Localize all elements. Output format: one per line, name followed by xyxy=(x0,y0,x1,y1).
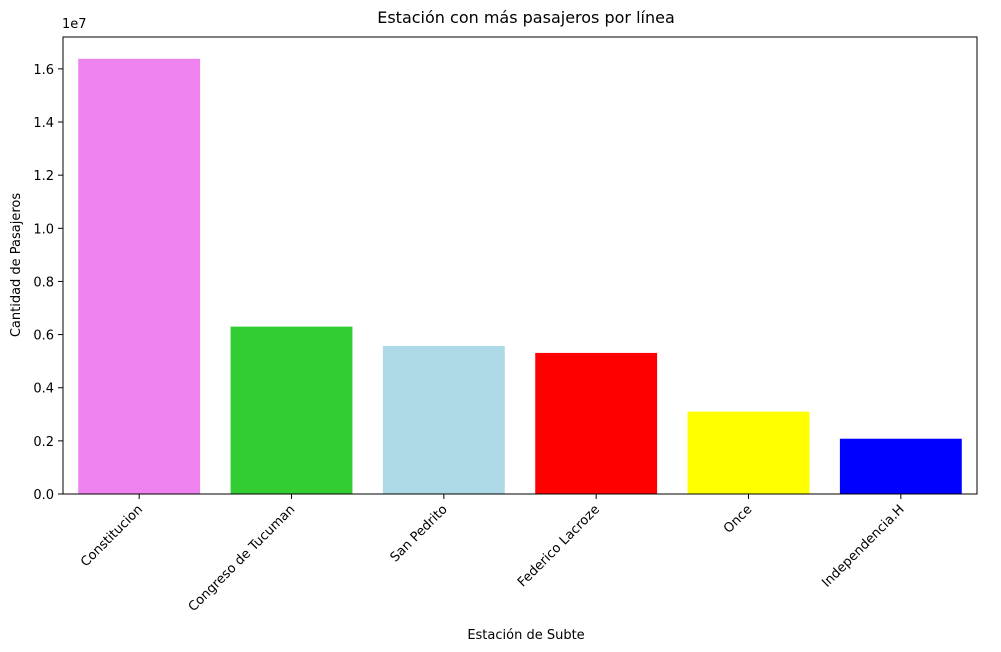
bar-5 xyxy=(839,438,962,494)
bar-1 xyxy=(230,326,353,494)
y-tick-label: 1.4 xyxy=(33,116,54,131)
bar-2 xyxy=(382,346,505,494)
y-tick-label: 0.8 xyxy=(33,275,54,290)
bars-group xyxy=(78,58,962,495)
bar-3 xyxy=(535,352,658,494)
bar-0 xyxy=(78,58,201,495)
x-tick-label: San Pedrito xyxy=(388,502,451,565)
y-tick-label: 1.6 xyxy=(33,63,54,78)
y-tick-label: 0.4 xyxy=(33,382,54,397)
chart-title: Estación con más pasajeros por línea xyxy=(377,8,675,27)
x-tick-label: Federico Lacroze xyxy=(515,502,603,590)
y-axis-offset-label: 1e7 xyxy=(62,17,87,32)
x-axis-ticks: Constitucion Congreso de Tucuman San Pedri… xyxy=(78,494,908,615)
x-tick-label: Once xyxy=(721,502,755,536)
y-tick-label: 1.2 xyxy=(33,169,54,184)
y-tick-label: 0.2 xyxy=(33,435,54,450)
bar-4 xyxy=(687,411,810,494)
plot-frame xyxy=(62,36,978,495)
y-axis-ticks: 0.0 0.2 0.4 0.6 0.8 1.0 1.2 1.4 1.6 xyxy=(33,63,63,503)
x-axis-label: Estación de Subte xyxy=(467,628,584,643)
y-tick-label: 0.6 xyxy=(33,329,54,344)
x-tick-label: Congreso de Tucuman xyxy=(186,502,299,615)
x-tick-label: Independencia.H xyxy=(819,502,907,590)
y-tick-label: 0.0 xyxy=(33,488,54,503)
y-tick-label: 1.0 xyxy=(33,222,54,237)
x-tick-label: Constitucion xyxy=(78,502,146,570)
y-axis-label: Cantidad de Pasajeros xyxy=(9,193,24,338)
